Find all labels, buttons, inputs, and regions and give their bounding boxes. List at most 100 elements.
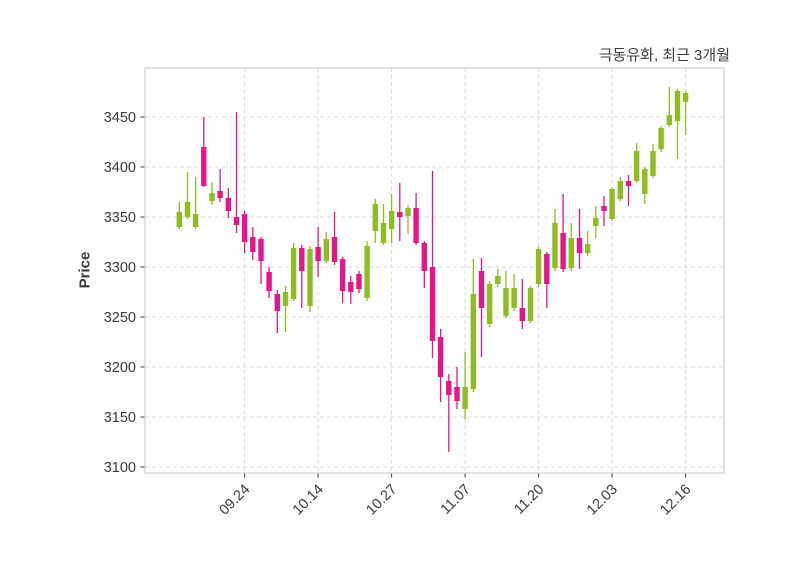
candle-body bbox=[282, 292, 289, 306]
candle-body bbox=[397, 212, 403, 217]
candle-up bbox=[617, 177, 623, 201]
candle-up bbox=[527, 286, 534, 323]
candle-up bbox=[552, 209, 558, 271]
candle-down bbox=[454, 367, 460, 409]
candle-body bbox=[633, 151, 640, 181]
candle-body bbox=[413, 208, 419, 243]
candle-body bbox=[593, 218, 599, 226]
candle-body bbox=[290, 248, 297, 299]
candle-up bbox=[658, 126, 664, 152]
plot-border bbox=[144, 67, 725, 474]
y-axis-label: Price bbox=[76, 251, 94, 289]
candle-body bbox=[642, 169, 648, 194]
candle-up bbox=[176, 202, 182, 229]
candle-body bbox=[380, 223, 387, 243]
candle-body bbox=[527, 288, 534, 321]
candle-up bbox=[405, 205, 411, 234]
candle-body bbox=[209, 193, 215, 201]
candle-body bbox=[576, 238, 583, 253]
candle-body bbox=[339, 259, 346, 291]
candle-body bbox=[552, 223, 558, 268]
candle-down bbox=[413, 193, 419, 245]
candle-body bbox=[192, 214, 199, 227]
candle-body bbox=[601, 206, 607, 211]
y-tick-label: 3200 bbox=[104, 360, 136, 376]
y-tick-label: 3250 bbox=[104, 310, 136, 326]
candle-body bbox=[331, 237, 338, 262]
candle-body bbox=[568, 238, 574, 268]
candle-down bbox=[250, 227, 256, 260]
candle-down bbox=[625, 175, 632, 206]
candle-down bbox=[225, 188, 231, 218]
candle-body bbox=[609, 189, 615, 219]
candle-up bbox=[380, 204, 387, 245]
candle-up bbox=[192, 177, 199, 229]
candle-body bbox=[519, 308, 525, 321]
candle-body bbox=[454, 387, 460, 401]
y-tick-label: 3350 bbox=[104, 210, 136, 226]
candle-down bbox=[601, 196, 607, 226]
candle-body bbox=[658, 128, 664, 149]
candle-up bbox=[462, 352, 468, 419]
candle-body bbox=[372, 204, 378, 231]
candle-down bbox=[576, 209, 583, 269]
candle-down bbox=[478, 258, 485, 357]
candle-up bbox=[470, 259, 476, 392]
candle-body bbox=[429, 267, 436, 341]
candle-up bbox=[282, 286, 289, 332]
candle-up bbox=[372, 199, 378, 243]
y-tick-label: 3100 bbox=[104, 460, 136, 476]
candle-body bbox=[535, 249, 542, 284]
candle-up bbox=[666, 87, 672, 127]
candle-up bbox=[503, 271, 509, 318]
candle-down bbox=[397, 183, 403, 241]
candle-down bbox=[544, 252, 550, 308]
candle-body bbox=[617, 181, 623, 199]
candle-body bbox=[405, 208, 411, 216]
candle-body bbox=[544, 254, 550, 284]
candle-body bbox=[176, 212, 182, 227]
candle-body bbox=[299, 248, 305, 271]
candle-body bbox=[274, 294, 280, 311]
candle-body bbox=[323, 239, 329, 261]
candle-up bbox=[535, 247, 542, 287]
candle-body bbox=[315, 247, 321, 261]
candle-down bbox=[348, 276, 354, 304]
candle-body bbox=[364, 246, 370, 298]
x-tick-label: 10.27 bbox=[363, 482, 400, 519]
candle-body bbox=[674, 91, 681, 121]
candle-body bbox=[201, 147, 207, 186]
candle-up bbox=[633, 143, 640, 183]
candle-down bbox=[429, 171, 436, 358]
candle-body bbox=[584, 244, 591, 253]
candle-down bbox=[258, 237, 264, 284]
candle-down bbox=[266, 267, 272, 298]
candle-up bbox=[650, 144, 656, 178]
candle-body bbox=[495, 276, 501, 284]
candle-down bbox=[201, 117, 207, 187]
x-tick-label: 10.14 bbox=[290, 482, 327, 519]
candle-up bbox=[568, 223, 574, 271]
candle-body bbox=[258, 239, 264, 261]
candle-up bbox=[307, 246, 313, 312]
candle-down bbox=[233, 112, 240, 233]
x-tick-label: 09.24 bbox=[216, 482, 253, 519]
candle-body bbox=[241, 214, 248, 242]
candle-body bbox=[625, 181, 632, 186]
candle-down bbox=[241, 211, 248, 253]
candle-body bbox=[421, 243, 427, 271]
candle-body bbox=[388, 211, 395, 229]
candle-up bbox=[674, 89, 681, 159]
candle-body bbox=[503, 288, 509, 316]
candle-up bbox=[682, 91, 689, 135]
chart-title: 극동유화, 최근 3개월 bbox=[598, 47, 730, 64]
candle-body bbox=[437, 337, 444, 377]
candle-body bbox=[470, 294, 476, 389]
candle-down bbox=[519, 279, 525, 329]
candle-body bbox=[560, 233, 566, 269]
candle-down bbox=[446, 374, 452, 452]
candle-down bbox=[299, 245, 305, 308]
candle-body bbox=[225, 198, 231, 211]
candle-down bbox=[560, 194, 566, 272]
